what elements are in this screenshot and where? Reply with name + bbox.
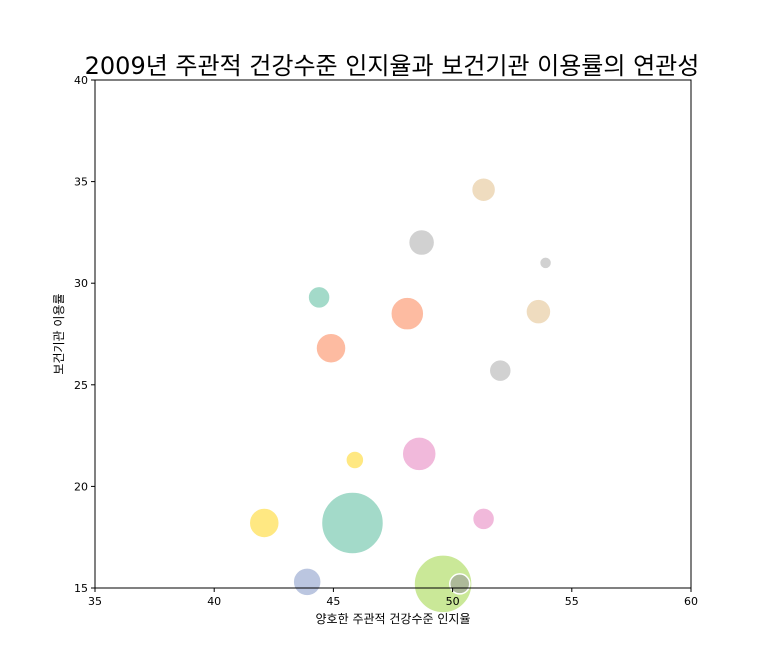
- bubble-point: [292, 567, 322, 597]
- bubble-point: [390, 296, 425, 331]
- y-tick-label: 15: [74, 582, 88, 595]
- bubble-point: [470, 176, 497, 203]
- x-tick-label: 45: [326, 595, 340, 608]
- bubble-point: [488, 358, 513, 383]
- x-tick-label: 40: [207, 595, 221, 608]
- y-tick-label: 25: [74, 379, 88, 392]
- x-axis-label: 양호한 주관적 건강수준 인지율: [316, 612, 471, 626]
- y-tick-label: 40: [74, 74, 88, 87]
- bubble-point: [401, 436, 437, 472]
- bubble-point: [413, 554, 473, 614]
- x-tick-label: 50: [446, 595, 460, 608]
- plot-frame: [94, 79, 692, 589]
- bubble-point: [525, 298, 552, 325]
- y-axis-label: 보건기관 이용률: [52, 293, 66, 374]
- bubble-point: [538, 256, 553, 270]
- bubble-layer: [248, 176, 553, 614]
- x-tick-label: 60: [684, 595, 698, 608]
- bubble-point: [248, 507, 281, 539]
- bubble-point: [471, 507, 496, 531]
- chart-title: 2009년 주관적 건강수준 인지율과 보건기관 이용률의 연관성: [85, 52, 700, 80]
- y-tick-label: 35: [74, 176, 88, 189]
- y-tick-label: 20: [74, 480, 88, 493]
- bubble-point: [345, 450, 365, 470]
- y-tick-label: 30: [74, 277, 88, 290]
- bubble-point: [307, 285, 331, 310]
- axis-ticks: 35 40 45 50 55 60 15 20 25 30 35 40: [74, 74, 698, 608]
- bubble-point: [449, 573, 471, 595]
- x-tick-label: 35: [88, 595, 102, 608]
- x-tick-label: 55: [565, 595, 579, 608]
- bubble-point: [320, 491, 385, 555]
- bubble-point: [315, 332, 347, 364]
- bubble-point: [407, 228, 436, 257]
